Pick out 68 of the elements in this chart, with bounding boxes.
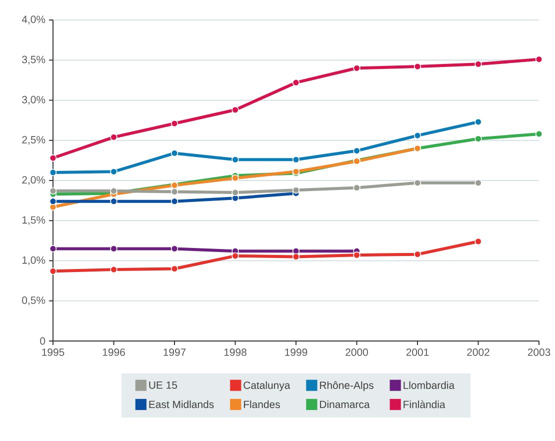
y-tick-label: 1,5%: [22, 216, 46, 225]
point: [414, 62, 422, 70]
point: [110, 187, 118, 195]
point: [232, 106, 239, 114]
x-tick-label: 2001: [406, 348, 429, 356]
point: [292, 78, 300, 86]
point: [474, 135, 482, 142]
point: [170, 245, 178, 252]
point: [292, 186, 300, 194]
x-tick-label: 1996: [102, 348, 125, 356]
point: [170, 150, 178, 157]
point: [353, 252, 360, 259]
point: [110, 198, 118, 205]
point: [474, 118, 482, 126]
point: [353, 184, 360, 192]
point: [49, 168, 57, 176]
x-tick-label: 1998: [224, 348, 246, 356]
point: [414, 179, 422, 186]
x-tick-label: 2003: [528, 348, 550, 356]
x-tick-label: 1999: [285, 348, 308, 356]
point: [232, 252, 239, 260]
point: [535, 130, 543, 138]
y-tick-label: 0,5%: [22, 296, 46, 306]
y-tick-label: 0: [40, 337, 46, 345]
point: [110, 266, 118, 274]
legend-label: Catalunya: [244, 381, 290, 392]
point: [170, 188, 178, 196]
point: [110, 168, 118, 176]
point: [353, 147, 360, 154]
legend-label: Rhône-Alps: [320, 381, 374, 392]
y-tick-label: 3,5%: [22, 56, 46, 64]
legend-label: Flandes: [244, 400, 280, 408]
x-tick-label: 1995: [42, 348, 64, 356]
x-tick-label: 2002: [467, 348, 490, 356]
legend-label: Finlàndia: [404, 400, 446, 408]
x-tick-label: 2000: [346, 348, 368, 356]
point: [49, 198, 57, 205]
point: [232, 174, 239, 182]
point: [49, 187, 57, 195]
y-tick-label: 4,0%: [22, 16, 46, 24]
point: [49, 268, 57, 275]
point: [49, 154, 57, 162]
point: [414, 132, 422, 140]
point: [474, 179, 482, 186]
point: [414, 250, 422, 258]
point: [170, 198, 178, 205]
y-tick-label: 1,0%: [22, 256, 46, 266]
point: [170, 265, 178, 272]
y-tick-label: 2,5%: [22, 136, 46, 145]
point: [110, 134, 118, 141]
legend-label: Llombardia: [404, 381, 455, 389]
point: [353, 64, 360, 72]
y-tick-label: 3,0%: [22, 96, 46, 105]
point: [170, 120, 178, 128]
legend-label: East Midlands: [149, 400, 214, 408]
point: [535, 56, 543, 63]
point: [292, 156, 300, 164]
y-tick-label: 2,0%: [22, 176, 46, 185]
x-tick-label: 1997: [164, 348, 186, 356]
point: [474, 238, 482, 246]
legend-label: UE 15: [149, 382, 178, 389]
point: [49, 245, 57, 252]
point: [292, 253, 300, 260]
point: [474, 60, 482, 68]
point: [232, 188, 239, 196]
legend-label: Dinamarca: [320, 400, 370, 408]
point: [110, 245, 118, 252]
point: [232, 156, 239, 164]
